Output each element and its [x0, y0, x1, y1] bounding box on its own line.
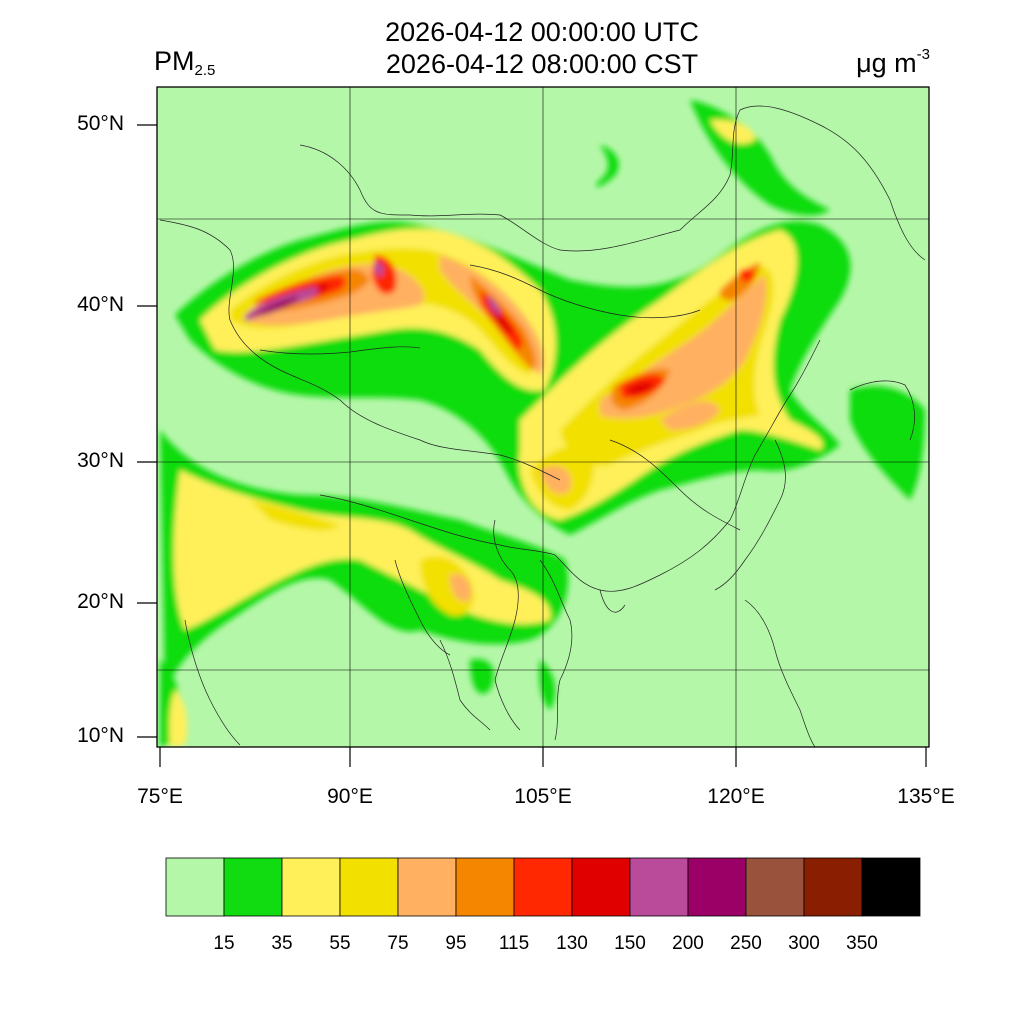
colorbar-swatch [513, 857, 573, 917]
colorbar-label: 55 [329, 933, 351, 954]
lat-label-30: 30°N [77, 449, 124, 472]
colorbar-label: 130 [556, 933, 588, 954]
map-area [157, 87, 929, 747]
colorbar-swatch [803, 857, 863, 917]
colorbar-swatch [455, 857, 515, 917]
colorbar-swatch [629, 857, 689, 917]
lon-label-90: 90°E [327, 785, 373, 808]
colorbar-label: 300 [788, 933, 820, 954]
colorbar-label: 200 [672, 933, 704, 954]
pm25-field [160, 100, 925, 747]
colorbar-label: 250 [730, 933, 762, 954]
colorbar-label: 15 [213, 933, 235, 954]
colorbar-swatch [281, 857, 341, 917]
colorbar-swatch [571, 857, 631, 917]
title-utc: 2026-04-12 00:00:00 UTC [385, 17, 699, 47]
colorbar-label: 35 [271, 933, 293, 954]
lon-label-120: 120°E [707, 785, 765, 808]
colorbar-swatch [165, 857, 225, 917]
lon-label-105: 105°E [514, 785, 572, 808]
lon-label-135: 135°E [897, 785, 955, 808]
lat-label-10: 10°N [77, 724, 124, 747]
colorbar-swatch [397, 857, 457, 917]
variable-name: PM2.5 [154, 46, 216, 79]
colorbar-label: 150 [614, 933, 646, 954]
colorbar-label: 350 [846, 933, 878, 954]
boundaries [159, 105, 926, 747]
unit-label: μg m-3 [856, 46, 930, 78]
lat-label-50: 50°N [77, 112, 124, 135]
lat-label-40: 40°N [77, 293, 124, 316]
colorbar-swatch [745, 857, 805, 917]
lat-label-20: 20°N [77, 590, 124, 613]
colorbar-swatch [861, 857, 921, 917]
title-local: 2026-04-12 08:00:00 CST [385, 49, 699, 79]
colorbar-label: 115 [498, 933, 530, 954]
axis-ticks [137, 124, 927, 767]
colorbar-label: 95 [445, 933, 467, 954]
colorbar-label: 75 [387, 933, 409, 954]
colorbar-swatch [223, 857, 283, 917]
colorbar [165, 857, 921, 917]
colorbar-swatch [687, 857, 747, 917]
lon-label-75: 75°E [137, 785, 183, 808]
colorbar-swatch [339, 857, 399, 917]
graticule [157, 87, 929, 747]
